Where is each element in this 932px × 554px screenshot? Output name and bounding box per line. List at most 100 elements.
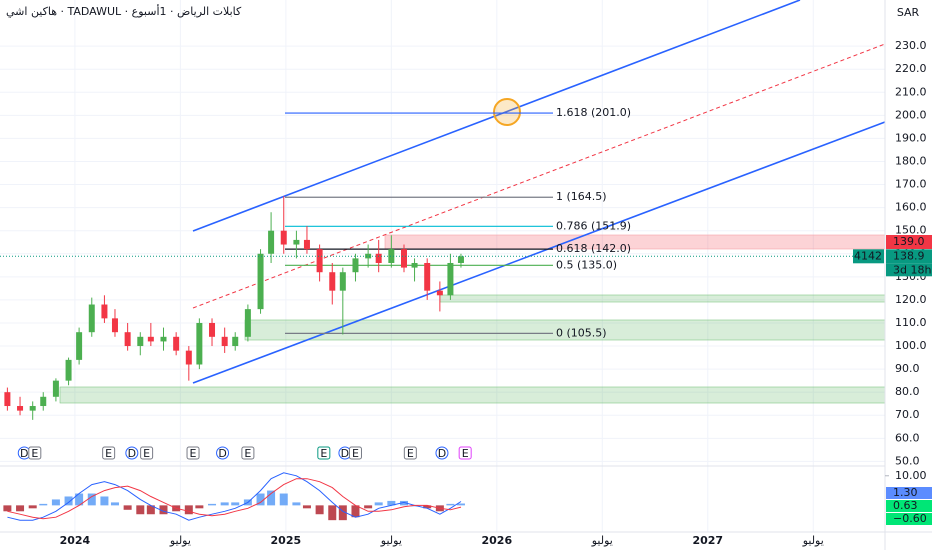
event-label: E — [462, 447, 469, 460]
candle-body — [209, 322, 216, 337]
event-label: D — [218, 447, 226, 460]
y-tick-label: 170.0 — [895, 178, 927, 191]
event-marker — [125, 446, 139, 460]
histogram-bar — [302, 505, 311, 509]
trend-line — [192, 121, 886, 384]
y-tick-label: 110.0 — [895, 316, 927, 329]
event-label: E — [31, 447, 38, 460]
value-label: 1.30 — [893, 486, 918, 499]
candle-body — [303, 239, 310, 250]
histogram-bar — [136, 505, 145, 515]
event-label: D — [341, 447, 349, 460]
y-tick-label: 160.0 — [895, 201, 927, 214]
y-tick-label: 150.0 — [895, 224, 927, 237]
bar-counter: 4142 — [854, 249, 882, 262]
candle-body — [293, 239, 300, 245]
y-tick-label: 90.0 — [895, 362, 920, 375]
candle-body — [329, 272, 336, 291]
currency: SAR — [897, 6, 920, 19]
candle-body — [400, 249, 407, 268]
event-marker — [403, 446, 417, 460]
histogram-bar — [328, 505, 337, 521]
x-tick-label: 2026 — [482, 534, 513, 547]
y-tick-label: 120.0 — [895, 293, 927, 306]
y-tick-label: 180.0 — [895, 154, 927, 167]
fib-label: 0.618 (142.0) — [556, 242, 631, 255]
candle-body — [388, 249, 395, 263]
candle-body — [375, 253, 382, 263]
histogram-bar — [3, 505, 12, 512]
event-label: E — [244, 447, 251, 460]
value-label-box — [886, 500, 932, 512]
y-tick-label: 210.0 — [895, 85, 927, 98]
countdown: 3d 18h — [893, 263, 931, 276]
histogram-bar — [315, 505, 324, 515]
candle-body — [365, 253, 372, 259]
value-label: 0.63 — [893, 499, 918, 512]
candle-body — [196, 322, 203, 365]
event-marker — [458, 446, 472, 460]
histogram-bar — [39, 503, 48, 506]
candle-body — [40, 396, 47, 407]
y-tick-label: 230.0 — [895, 39, 927, 52]
y-tick-label: 70.0 — [895, 408, 920, 421]
y-tick-label: 60.0 — [895, 431, 920, 444]
histogram-bar — [16, 505, 25, 512]
zone — [439, 294, 886, 303]
candle-body — [280, 230, 287, 245]
y-tick-label: 190.0 — [895, 131, 927, 144]
candle-body — [268, 230, 275, 254]
histogram-bar — [292, 502, 301, 506]
y-tick-label: 80.0 — [895, 385, 920, 398]
event-marker — [241, 446, 255, 460]
candle-body — [76, 332, 83, 360]
event-label: E — [352, 447, 359, 460]
histogram-bar — [364, 505, 373, 509]
event-label: E — [407, 447, 414, 460]
histogram-bar — [87, 493, 96, 506]
highlight-circle — [493, 98, 521, 126]
candle-body — [88, 304, 95, 333]
x-tick-label: يوليو — [802, 534, 824, 547]
trend-line — [192, 43, 886, 309]
zone — [384, 234, 886, 250]
histogram-bar — [338, 505, 347, 521]
event-marker — [28, 446, 42, 460]
countdown-box — [886, 263, 932, 277]
event-marker — [140, 446, 154, 460]
histogram-bar — [100, 496, 109, 506]
price-label: 139.0 — [893, 235, 925, 248]
event-label: E — [143, 447, 150, 460]
candle-body — [137, 336, 144, 347]
x-tick-label: يوليو — [380, 534, 402, 547]
fib-label: 0 (105.5) — [556, 326, 607, 339]
candle-body — [339, 272, 346, 291]
histogram-bar — [146, 505, 155, 515]
event-label: E — [320, 447, 327, 460]
candle-body — [457, 256, 464, 263]
zone — [59, 386, 886, 404]
counter-box — [853, 249, 884, 264]
value-label-box — [886, 513, 932, 525]
macd-line — [7, 472, 462, 521]
fib-label: 0.5 (135.0) — [556, 258, 617, 271]
histogram-bar — [231, 502, 240, 506]
signal-line — [7, 478, 462, 520]
price-label-box — [886, 235, 932, 249]
x-tick-label: 2024 — [60, 534, 91, 547]
candle-body — [173, 336, 180, 351]
value-label-box — [886, 487, 932, 499]
candle-body — [424, 262, 431, 291]
x-tick-label: يوليو — [169, 534, 191, 547]
candle-body — [29, 406, 36, 411]
histogram-bar — [75, 493, 84, 506]
y-tick-label: 100.0 — [895, 339, 927, 352]
candle-body — [17, 406, 24, 411]
value-label: −0.60 — [893, 512, 927, 525]
histogram-bar — [159, 505, 168, 515]
histogram-bar — [51, 499, 60, 506]
y-tick-label: 200.0 — [895, 108, 927, 121]
candle-body — [124, 332, 131, 347]
